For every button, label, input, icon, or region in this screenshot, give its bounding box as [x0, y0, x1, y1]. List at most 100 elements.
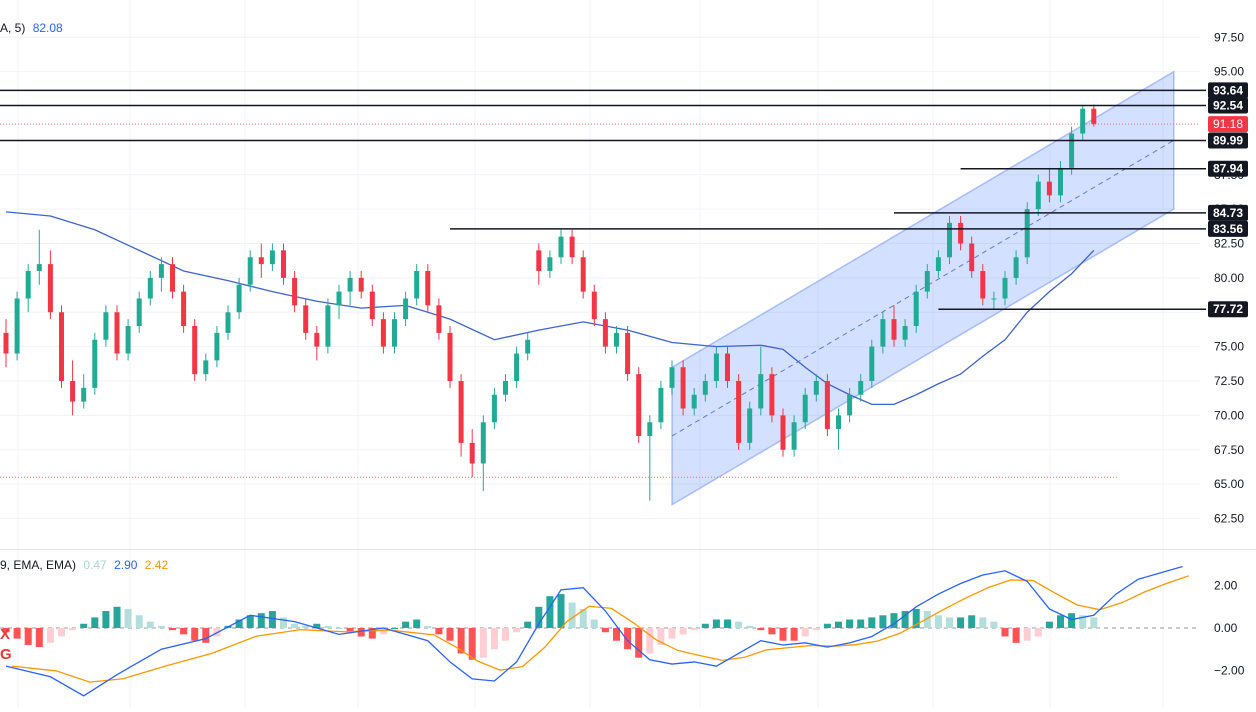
level-label-box	[1208, 97, 1248, 114]
macd-histogram-bar	[1057, 615, 1064, 628]
candle-body	[758, 374, 764, 409]
candle-body	[158, 264, 164, 278]
price-tick-label: 97.50	[1214, 30, 1244, 44]
price-tick-label: 70.00	[1214, 408, 1244, 422]
macd-histogram-bar	[690, 628, 698, 631]
candle-body	[269, 250, 275, 265]
candle-body	[514, 353, 520, 381]
macd-histogram-bar	[124, 608, 132, 628]
candle-body	[558, 236, 564, 258]
ma-legend: A, 5) 82.08	[0, 21, 67, 35]
candle-body	[924, 271, 930, 292]
macd-histogram-bar	[191, 628, 199, 641]
price-tick-label: 67.50	[1214, 443, 1244, 457]
price-tick-label: 72.50	[1214, 374, 1244, 388]
macd-histogram-bar	[502, 628, 509, 641]
candle-body	[380, 319, 386, 347]
candle-body	[969, 243, 975, 271]
level-label-box	[1208, 204, 1248, 221]
candle-body	[225, 312, 231, 333]
macd-histogram-bar	[946, 617, 953, 628]
macd-histogram-bar	[668, 628, 676, 639]
candle-body	[580, 257, 586, 292]
candle-body	[14, 298, 20, 354]
candle-body	[258, 257, 264, 265]
macd-histogram-bar	[613, 628, 620, 641]
macd-tick-label: 0.00	[1214, 621, 1238, 635]
candle-body	[591, 291, 597, 320]
macd-legend-label: 9, EMA, EMA)	[0, 558, 77, 572]
macd-histogram-bar	[324, 625, 332, 628]
macd-histogram-bar	[302, 625, 310, 628]
macd-histogram-bar	[735, 621, 743, 628]
candle-body	[247, 257, 253, 285]
candle-body	[725, 353, 730, 381]
candle-body	[36, 264, 42, 271]
macd-histogram-bar	[579, 608, 587, 628]
macd-signal-value: 2.42	[144, 558, 169, 572]
candle-body	[869, 346, 875, 381]
macd-histogram-bar	[2, 628, 10, 633]
macd-histogram-bar	[1034, 628, 1042, 637]
candle-body	[59, 312, 64, 381]
macd-histogram-bar	[46, 628, 54, 643]
macd-legend: 9, EMA, EMA) 0.47 2.90 2.42	[0, 558, 172, 572]
level-label: 92.54	[1213, 98, 1243, 112]
macd-histogram-bar	[457, 628, 465, 654]
macd-histogram-bar	[879, 615, 887, 628]
candle-body	[281, 250, 286, 278]
candle-body	[70, 381, 76, 402]
candle-body	[92, 339, 98, 388]
macd-histogram-bar	[779, 628, 787, 641]
candle-body	[414, 271, 420, 299]
candle-body	[525, 339, 531, 354]
candle-body	[669, 367, 675, 388]
macd-histogram-bar	[1068, 613, 1076, 628]
macd-histogram-bar	[58, 628, 65, 637]
level-label: 89.99	[1213, 134, 1243, 148]
candle-body	[747, 408, 753, 443]
candle-body	[691, 394, 697, 409]
macd-line	[5, 565, 1183, 697]
candle-body	[1046, 181, 1052, 196]
ma-legend-value: 82.08	[32, 21, 63, 35]
macd-histogram-bar	[157, 625, 165, 628]
level-label-box	[1208, 132, 1248, 149]
macd-line-value: 2.90	[114, 558, 138, 572]
candle-body	[458, 381, 464, 443]
candle-body	[658, 387, 664, 423]
level-label-box	[1208, 220, 1248, 237]
macd-histogram-bar	[468, 628, 476, 660]
macd-histogram-bar	[135, 615, 143, 628]
candle-body	[614, 332, 619, 347]
macd-histogram-bar	[1090, 617, 1098, 628]
candle-body	[880, 319, 886, 347]
macd-histogram-bar	[35, 628, 43, 648]
macd-histogram-bar	[169, 628, 176, 631]
current-price-label: 91.18	[1213, 117, 1243, 131]
candle-body	[736, 381, 742, 443]
candle-body	[369, 291, 375, 320]
macd-histogram-bar	[646, 628, 654, 654]
macd-histogram-bar	[490, 628, 498, 650]
macd-histogram-bar	[24, 628, 32, 645]
candle-body	[181, 291, 187, 326]
macd-histogram-bar	[413, 619, 421, 628]
macd-histogram-bar	[624, 628, 632, 650]
candle-body	[1024, 209, 1030, 258]
brand-logo-x: X	[0, 626, 11, 643]
price-tick-label: 80.00	[1214, 271, 1244, 285]
macd-histogram-bar	[979, 617, 987, 628]
macd-histogram-bar	[379, 628, 387, 635]
candle-body	[436, 305, 442, 333]
level-label: 77.72	[1213, 302, 1243, 316]
brand-logo-g: G	[0, 646, 12, 663]
macd-histogram-bar	[91, 617, 99, 628]
macd-histogram-bar	[857, 619, 865, 628]
macd-histogram-bar	[801, 628, 809, 637]
macd-histogram-bar	[346, 628, 354, 633]
macd-histogram-bar	[990, 621, 998, 628]
candle-body	[425, 271, 431, 306]
